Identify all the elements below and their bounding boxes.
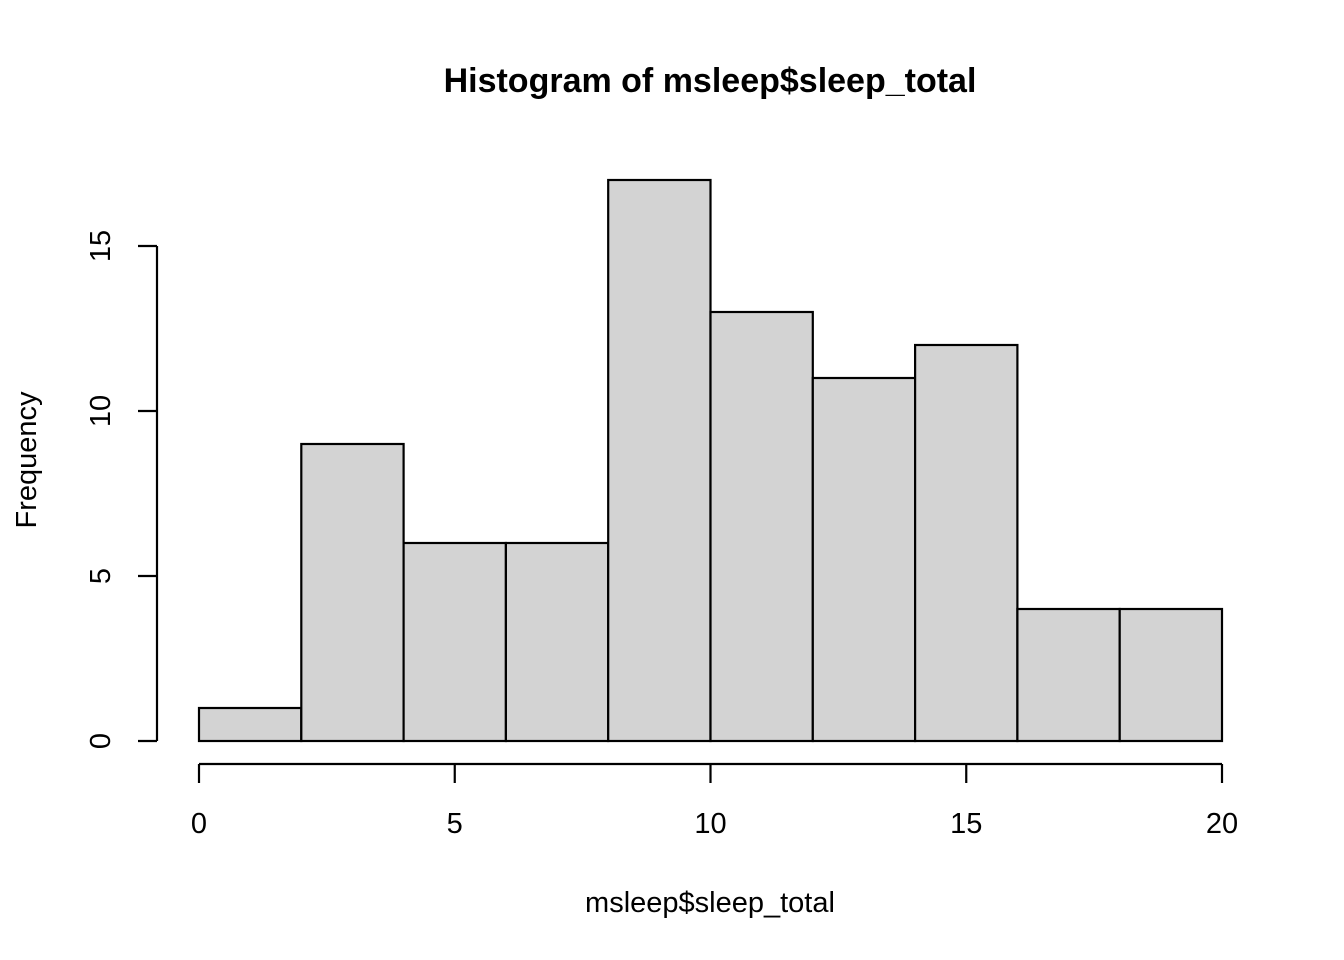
histogram-bar xyxy=(709,310,814,743)
x-tick-label: 10 xyxy=(694,808,726,840)
y-tick-label: 5 xyxy=(85,568,117,584)
x-axis: 0 5 10 15 20 xyxy=(191,762,1238,840)
y-tick-label: 15 xyxy=(85,230,117,262)
histogram-bar xyxy=(1118,607,1224,743)
x-axis-label: msleep$sleep_total xyxy=(585,887,835,919)
y-axis-label: Frequency xyxy=(11,391,43,529)
x-tick-label: 0 xyxy=(191,808,207,840)
histogram-bar xyxy=(300,442,405,743)
histogram-bar xyxy=(197,706,303,743)
x-tick-label: 5 xyxy=(447,808,463,840)
bars-group xyxy=(197,178,1224,743)
histogram-bar xyxy=(607,178,712,743)
histogram-bar xyxy=(1016,607,1121,743)
y-tick-label: 10 xyxy=(85,395,117,427)
histogram-bar xyxy=(402,541,508,743)
histogram-bar xyxy=(913,343,1019,743)
histogram-bar xyxy=(811,376,917,743)
x-tick-label: 20 xyxy=(1206,808,1238,840)
x-tick-label: 15 xyxy=(950,808,982,840)
y-tick-label: 0 xyxy=(85,733,117,749)
histogram-bar xyxy=(504,541,610,743)
chart-title: Histogram of msleep$sleep_total xyxy=(444,62,977,100)
y-axis: 0 5 10 15 xyxy=(85,230,159,749)
